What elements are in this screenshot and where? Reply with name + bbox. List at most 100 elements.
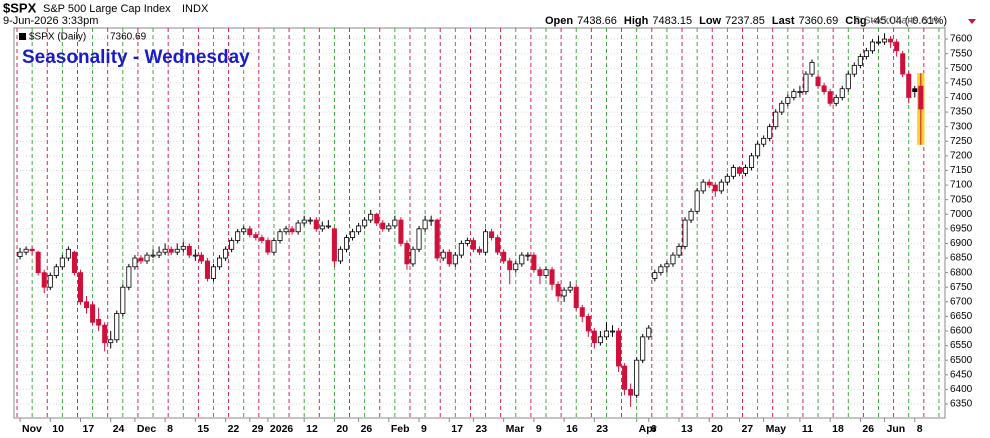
y-tick-label: 7450 [950,78,973,89]
candle-body [882,38,888,43]
y-tick-label: 6700 [950,296,973,307]
candle-body [579,307,585,317]
candle-body [162,248,168,253]
candle-body [102,324,108,344]
y-tick-label: 6650 [950,311,973,322]
candle-body [440,251,446,259]
candle-body [53,266,59,276]
candle-body [247,228,253,236]
quote-label: Low [699,15,721,27]
y-tick-label: 6550 [950,340,973,351]
candle-body [223,248,229,259]
y-tick-label: 6750 [950,282,973,293]
candle-body [839,88,845,98]
candle-body [694,190,700,212]
x-tick-label: Dec [137,423,156,435]
y-tick-label: 6350 [950,399,973,410]
candle-body [755,143,761,157]
quote-value: 7438.66 [577,15,617,27]
candle-body [253,234,259,238]
candle-body [664,263,670,268]
candle-body [519,254,525,265]
candle-body [114,313,120,341]
y-tick-label: 7300 [950,121,973,132]
x-tick-label: Nov [22,423,42,435]
candle-body [464,240,470,244]
candle-body [17,251,23,257]
candle-body [918,85,924,110]
candle-body [452,254,458,265]
candle-body [180,245,186,250]
quote: Open 7438.66 High 7483.15 Low 7237.85 Last 7360… [545,15,947,27]
candle-body [368,213,374,221]
plot-frame [13,27,946,419]
candle-body [434,219,440,259]
quote-value: -45.04 (-0.61%) [871,15,947,27]
candle-body [567,286,573,291]
candle-body [319,225,325,230]
candle-body [47,275,53,288]
chart-title: Seasonality - Wednesday [22,47,250,68]
candle-body [404,243,410,265]
candle-body [652,272,658,279]
x-tick-label: 12 [306,423,318,435]
candle-body [35,251,41,274]
x-tick-label: 13 [681,423,693,435]
y-tick-label: 6800 [950,267,973,278]
quote-value: 7483.15 [652,15,692,27]
candle-body [628,388,634,396]
quote-label: High [624,15,649,27]
quote-value: 7237.85 [725,15,765,27]
candle-body [362,219,368,227]
candle-body [845,73,851,90]
quote-label: Last [772,15,795,27]
candle-body [65,248,71,259]
candle-body [356,225,362,233]
x-tick-label: 9 [421,423,427,435]
symbol-name: S&P 500 Large Cap Index [43,3,171,15]
candle-body [198,254,204,262]
candle-body [476,248,483,253]
x-tick-label: 18 [832,423,844,435]
candle-body [603,330,609,338]
candle-body [597,336,603,344]
candle-body [833,97,839,104]
y-tick-label: 7600 [950,34,973,45]
candle-body [718,181,724,192]
x-tick-label: 23 [596,423,608,435]
candle-body [869,41,875,52]
candle-body [313,219,319,230]
candle-body [513,263,519,271]
candle-body [616,330,622,367]
y-tick-label: 6450 [950,369,973,380]
candle-body [779,102,785,113]
y-tick-label: 7050 [950,194,973,205]
candle-body [688,210,694,221]
y-tick-label: 7000 [950,209,973,220]
candle-body [724,175,730,183]
candle-body [422,219,428,230]
y-tick-label: 6900 [950,238,973,249]
candle-body [71,251,77,274]
candle-body [210,266,217,279]
candle-body [132,257,138,268]
x-tick-label: Jun [887,423,906,435]
candle-body [900,53,906,75]
candle-body [108,339,114,344]
candle-body [888,38,894,43]
exchange: INDX [182,3,209,15]
candle-body [156,251,162,256]
candle-body [271,240,277,253]
candle-body [301,219,307,224]
x-tick-label: 26 [862,423,874,435]
x-tick-label: 17 [83,423,95,435]
candle-body [591,330,597,344]
candle-body [658,266,664,274]
x-tick-label: 20 [711,423,723,435]
quote-value: 7360.69 [799,15,839,27]
candle-body [682,219,688,247]
candle-body [676,245,682,256]
candle-body [640,336,646,361]
